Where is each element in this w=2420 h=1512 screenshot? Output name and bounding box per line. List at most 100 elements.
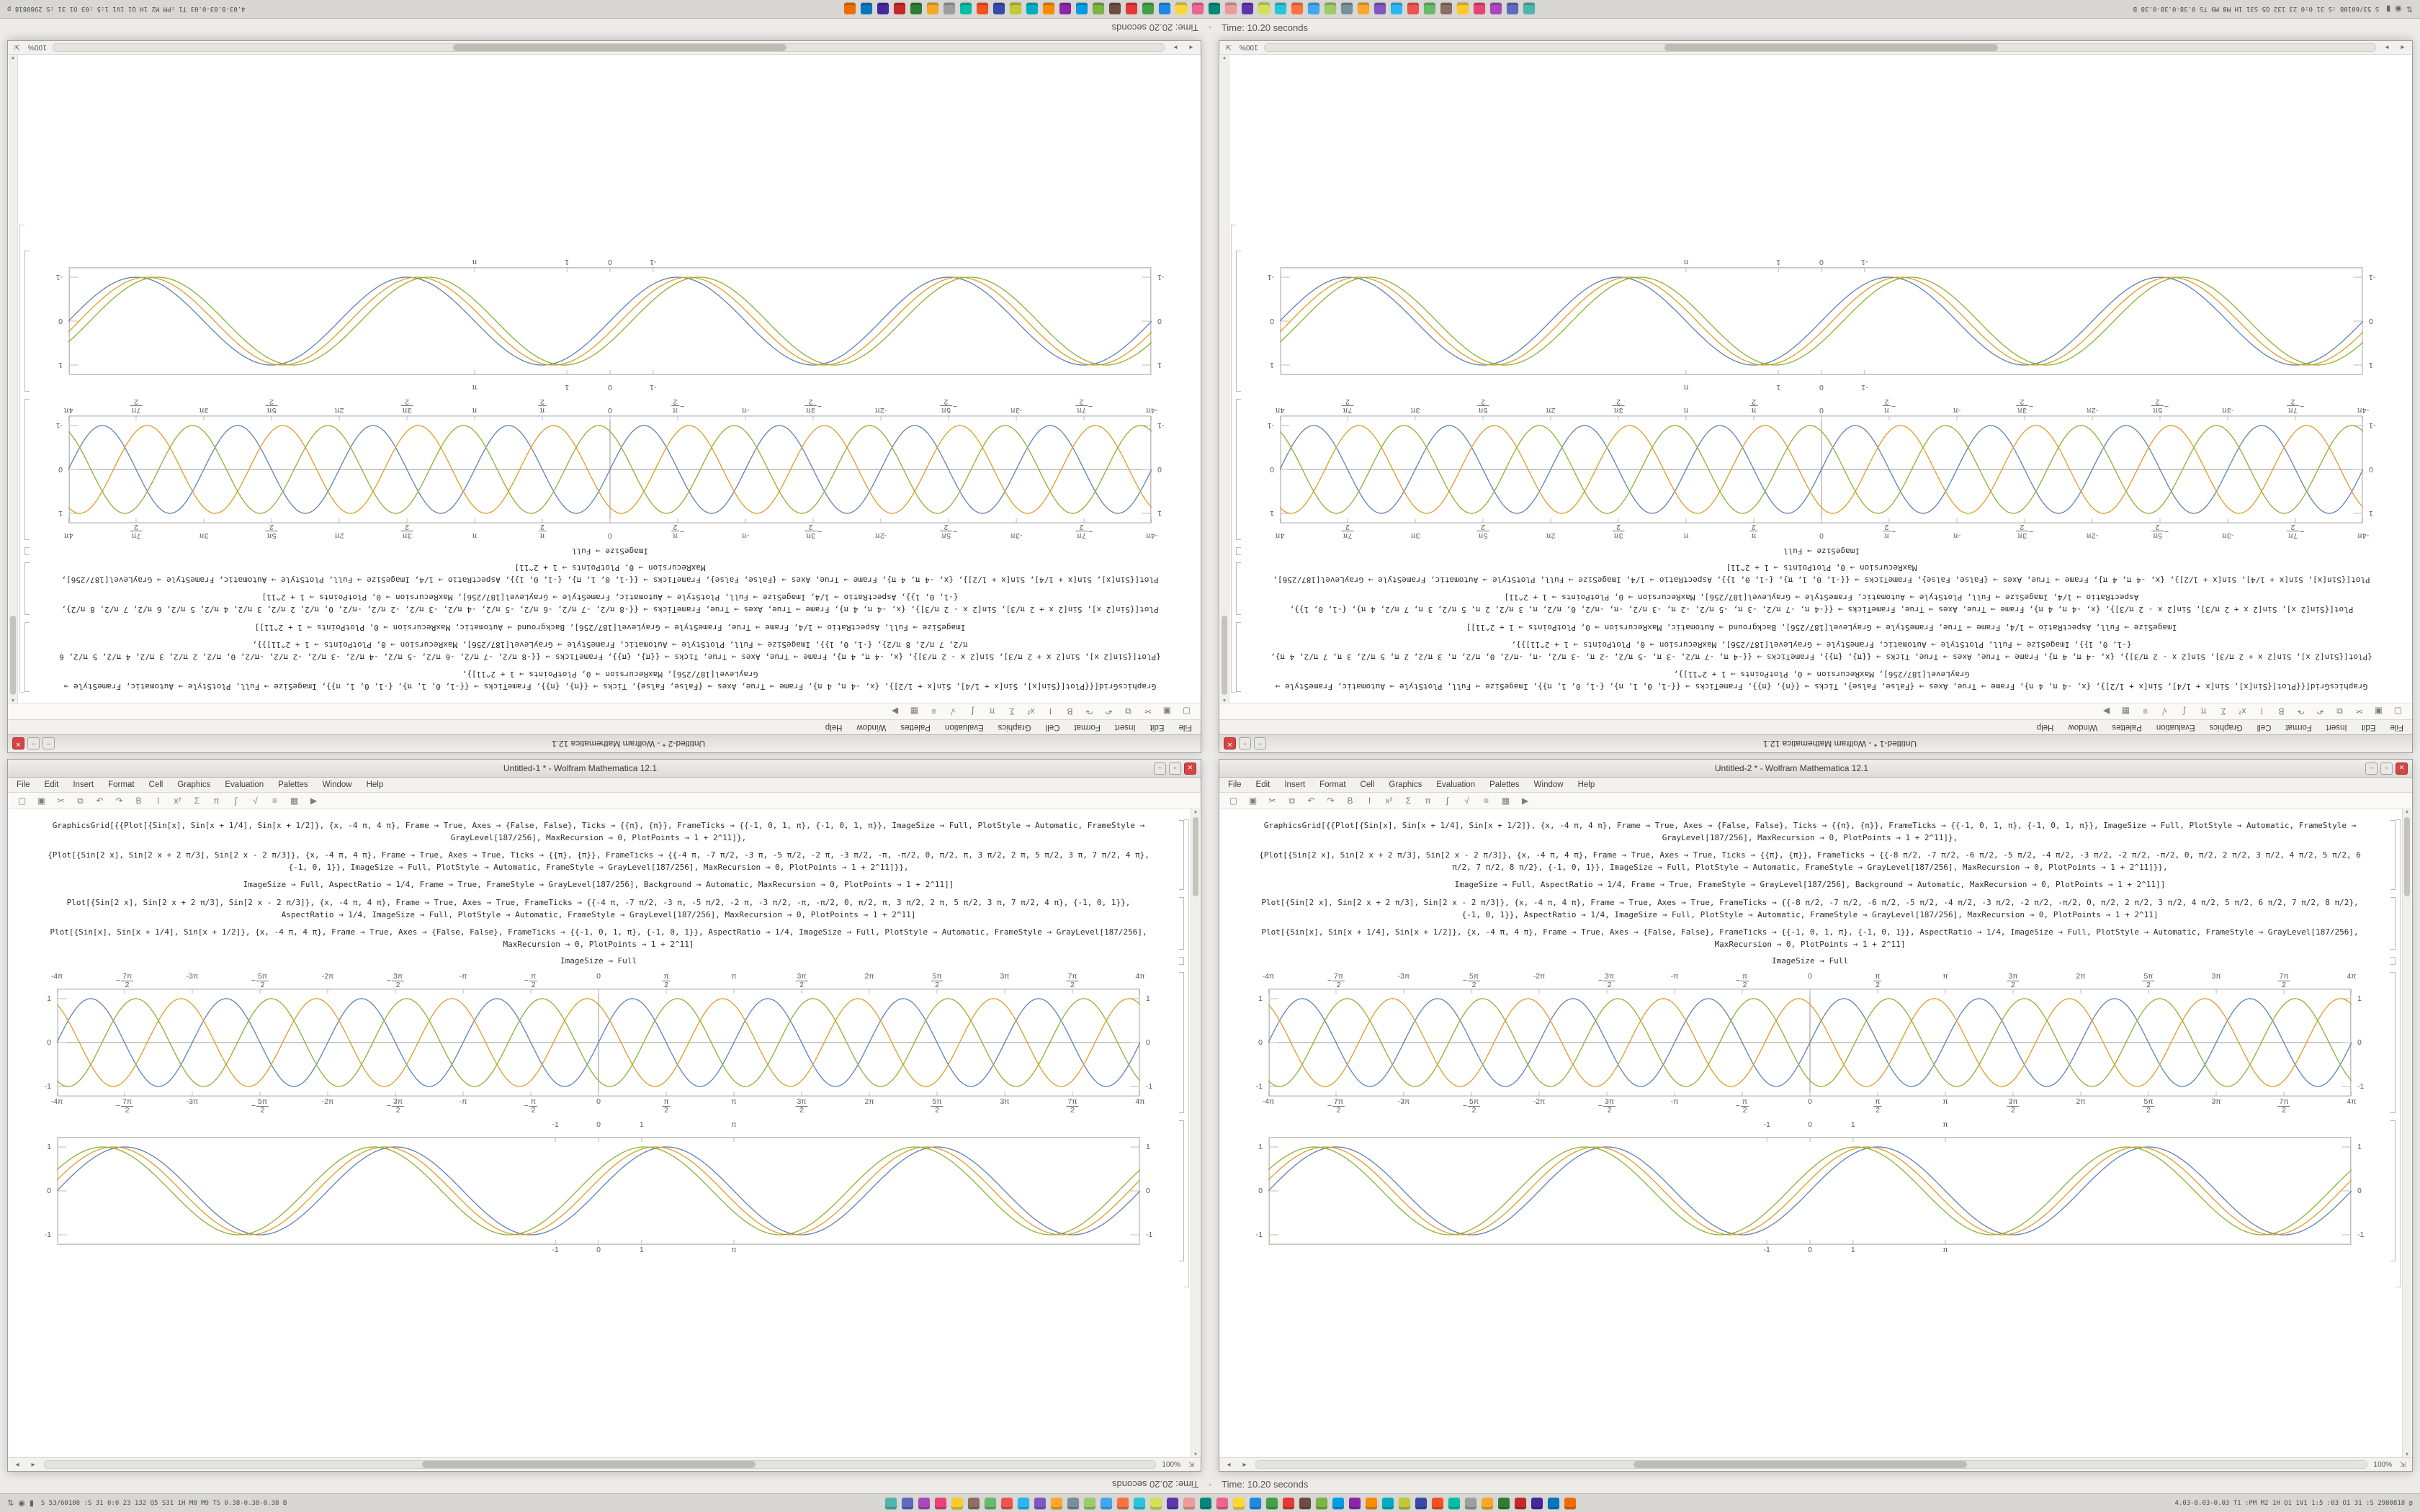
undo-icon[interactable]: ↶	[96, 796, 104, 806]
scrollbar-thumb[interactable]	[1664, 44, 1998, 51]
zoom-level[interactable]: 100%	[2373, 1460, 2392, 1469]
scroll-right-button[interactable]: ▸	[1242, 1460, 1247, 1469]
open-icon[interactable]: ▣	[37, 796, 46, 806]
app-icon[interactable]	[1001, 1497, 1013, 1509]
app-icon[interactable]	[1473, 3, 1485, 15]
cell-bracket[interactable]	[24, 562, 30, 615]
maximize-button[interactable]: ▫	[27, 737, 40, 750]
scroll-up-button[interactable]: ▴	[2405, 808, 2408, 814]
app-icon[interactable]	[1241, 3, 1253, 15]
code-cell[interactable]: Plot[{Sin[2 x], Sin[2 x + 2 π/3], Sin[2 …	[22, 896, 1175, 950]
menu-item-evaluation[interactable]: Evaluation	[2156, 723, 2195, 732]
undo-icon[interactable]: ↶	[1307, 796, 1315, 806]
maximize-button[interactable]: ▫	[1239, 737, 1251, 750]
app-icon[interactable]	[1167, 1497, 1179, 1509]
sum-icon[interactable]: Σ	[1008, 706, 1015, 716]
menu-item-window[interactable]: Window	[856, 723, 887, 732]
app-icon[interactable]	[1324, 3, 1336, 15]
sqrt-icon[interactable]: √	[2162, 706, 2167, 716]
app-icon[interactable]	[1291, 3, 1303, 15]
evaluate-icon[interactable]: ▶	[2102, 706, 2110, 716]
menu-item-format[interactable]: Format	[108, 780, 135, 789]
app-icon[interactable]	[1456, 3, 1469, 15]
menu-item-cell[interactable]: Cell	[148, 780, 163, 789]
cell-bracket[interactable]	[2390, 957, 2396, 966]
cut-icon[interactable]: ✂	[1144, 706, 1152, 716]
app-icon[interactable]	[1051, 1497, 1063, 1509]
app-icon[interactable]	[1026, 3, 1038, 15]
app-icon[interactable]	[959, 3, 972, 15]
app-icon[interactable]	[1191, 3, 1204, 15]
scroll-right-button[interactable]: ▸	[1173, 43, 1178, 52]
bold-icon[interactable]: B	[1067, 706, 1073, 716]
app-icon[interactable]	[926, 3, 938, 15]
pi-icon[interactable]: π	[1425, 796, 1431, 806]
cell-bracket[interactable]	[2390, 820, 2396, 891]
align-icon[interactable]: ≡	[931, 706, 937, 716]
app-icon[interactable]	[1465, 1497, 1477, 1509]
menu-item-edit[interactable]: Edit	[1255, 780, 1270, 789]
scrollbar-thumb[interactable]	[422, 1461, 756, 1468]
cell-bracket[interactable]	[2390, 972, 2396, 1114]
app-icon[interactable]	[1216, 1497, 1229, 1509]
bold-icon[interactable]: B	[2278, 706, 2285, 716]
horizontal-scrollbar[interactable]	[1263, 43, 2376, 52]
pi-icon[interactable]: π	[989, 706, 995, 716]
volume-icon[interactable]: ◉	[2395, 4, 2402, 13]
app-icon[interactable]	[968, 1497, 980, 1509]
app-icon[interactable]	[1018, 1497, 1030, 1509]
vertical-scrollbar[interactable]: ▴ ▾	[1191, 808, 1200, 1457]
app-icon[interactable]	[1432, 1497, 1444, 1509]
app-icon[interactable]	[1250, 1497, 1262, 1509]
horizontal-scrollbar[interactable]	[1255, 1460, 2368, 1469]
cell-bracket[interactable]	[1236, 621, 1241, 692]
integral-icon[interactable]: ∫	[2182, 706, 2186, 716]
superscript-icon[interactable]: x²	[174, 796, 182, 806]
redo-icon[interactable]: ↷	[1327, 796, 1335, 806]
redo-icon[interactable]: ↷	[1085, 706, 1093, 716]
cell-bracket[interactable]	[1179, 957, 1184, 966]
code-cell[interactable]: GraphicsGrid[{{Plot[{Sin[x], Sin[x + 1/4…	[34, 621, 1186, 693]
evaluate-icon[interactable]: ▶	[310, 796, 318, 806]
cell-bracket[interactable]	[1236, 562, 1241, 615]
cell-bracket[interactable]	[24, 546, 30, 555]
app-icon[interactable]	[1482, 1497, 1494, 1509]
menu-item-file[interactable]: File	[17, 780, 30, 789]
cell-bracket[interactable]	[1179, 897, 1184, 950]
grid-icon[interactable]: ▦	[910, 706, 919, 716]
sum-icon[interactable]: Σ	[2220, 706, 2226, 716]
close-button[interactable]: ✕	[1224, 737, 1236, 750]
app-icon[interactable]	[1183, 1497, 1196, 1509]
app-icon[interactable]	[1340, 3, 1353, 15]
cell-bracket[interactable]	[1179, 1120, 1184, 1262]
menu-item-format[interactable]: Format	[1074, 723, 1101, 732]
cell-bracket[interactable]	[2390, 1120, 2396, 1262]
grid-icon[interactable]: ▦	[2121, 706, 2130, 716]
scrollbar-thumb[interactable]	[1193, 817, 1198, 896]
cell-bracket[interactable]	[1179, 972, 1184, 1114]
app-icon[interactable]	[1134, 1497, 1146, 1509]
scroll-left-button[interactable]: ◂	[1227, 1460, 1231, 1469]
app-icon[interactable]	[1440, 3, 1452, 15]
app-icon[interactable]	[1531, 1497, 1543, 1509]
zoom-level[interactable]: 100%	[1162, 1460, 1180, 1469]
pi-icon[interactable]: π	[213, 796, 220, 806]
scrollbar-thumb[interactable]	[10, 616, 16, 695]
undo-icon[interactable]: ↶	[1105, 706, 1113, 716]
menu-item-graphics[interactable]: Graphics	[998, 723, 1031, 732]
menu-item-palettes[interactable]: Palettes	[900, 723, 931, 732]
app-icon[interactable]	[1224, 3, 1237, 15]
menu-item-insert[interactable]: Insert	[1114, 723, 1136, 732]
sqrt-icon[interactable]: √	[951, 706, 956, 716]
scrollbar-thumb[interactable]	[452, 44, 786, 51]
app-icon[interactable]	[1349, 1497, 1361, 1509]
scroll-down-button[interactable]: ▾	[12, 55, 15, 61]
align-icon[interactable]: ≡	[1483, 796, 1489, 806]
new-notebook-icon[interactable]: ▢	[2393, 706, 2403, 716]
sqrt-icon[interactable]: √	[1464, 796, 1469, 806]
app-icon[interactable]	[1489, 3, 1502, 15]
minimize-button[interactable]: –	[42, 737, 55, 750]
menu-item-help[interactable]: Help	[2036, 723, 2054, 732]
menu-item-cell[interactable]: Cell	[1045, 723, 1060, 732]
menu-item-help[interactable]: Help	[366, 780, 384, 789]
